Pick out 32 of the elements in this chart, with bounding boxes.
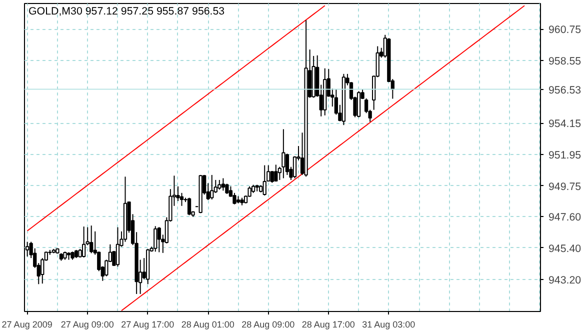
x-tick-label: 28 Aug 01:00 — [181, 320, 234, 330]
chart-title: GOLD,M30 957.12 957.25 955.87 956.53 — [28, 6, 225, 18]
y-tick-label: 951.95 — [548, 150, 582, 162]
y-tick-label: 949.75 — [548, 180, 582, 193]
y-tick-label: 958.55 — [548, 56, 582, 68]
x-tick-label: 28 Aug 17:00 — [302, 320, 355, 330]
x-tick-label: 27 Aug 09:00 — [60, 320, 114, 330]
candlestick — [274, 164, 278, 182]
candlestick — [356, 90, 361, 118]
candlestick — [82, 226, 86, 258]
x-tick-label: 27 Aug 2009 — [2, 320, 52, 330]
candlestick — [187, 197, 192, 216]
y-tick-label: 954.15 — [548, 118, 582, 130]
x-tick-label: 28 Aug 09:00 — [242, 320, 295, 330]
x-tick-label: 27 Aug 17:00 — [121, 320, 174, 330]
candlestick — [90, 225, 94, 254]
ref-line-label: 956.53 — [548, 84, 582, 96]
y-tick-label: 960.75 — [548, 24, 582, 36]
candlestick — [154, 226, 158, 252]
candlestick — [157, 226, 161, 253]
candlestick — [262, 164, 266, 196]
candlestick — [221, 178, 225, 192]
y-tick-label: 947.60 — [548, 212, 582, 224]
x-tick-label: 31 Aug 03:00 — [362, 320, 416, 330]
y-tick-label: 943.20 — [548, 274, 582, 286]
line-series — [26, 5, 326, 232]
candlestick — [116, 226, 120, 268]
line-series — [120, 5, 525, 312]
candlestick — [282, 128, 286, 179]
y-tick-label: 945.40 — [548, 242, 582, 255]
candlestick — [218, 179, 222, 190]
candlestick — [210, 174, 214, 200]
